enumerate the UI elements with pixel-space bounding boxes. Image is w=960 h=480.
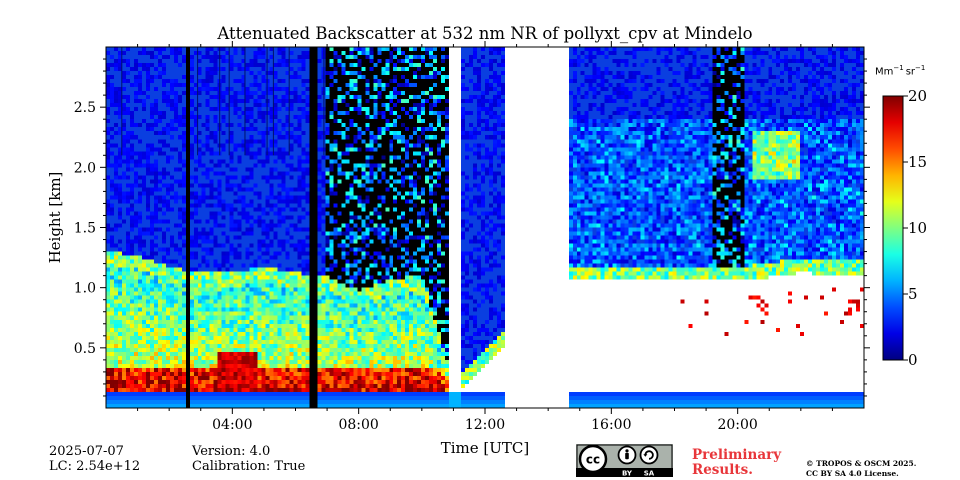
sa-icon xyxy=(639,445,659,465)
x-tick-label: 12:00 xyxy=(465,417,505,433)
colorbar-tick-label: 15 xyxy=(908,153,927,171)
footer-middle: Version: 4.0 Calibration: True xyxy=(192,444,305,474)
footer-date: 2025-07-07 xyxy=(49,444,124,459)
sa-label: SA xyxy=(644,470,655,478)
colorbar-tick-label: 0 xyxy=(908,351,918,369)
prelim-line-1: Preliminary xyxy=(692,447,782,463)
by-label: BY xyxy=(622,470,633,478)
footer-lc: LC: 2.54e+12 xyxy=(49,459,141,474)
y-tick-label: 1.5 xyxy=(74,221,96,237)
footer-version: Version: 4.0 xyxy=(192,444,271,459)
unit-base-2: sr xyxy=(905,66,916,78)
colorbar-unit: Mm−1 sr−1 xyxy=(875,64,925,77)
y-tick-label: 2.0 xyxy=(74,160,96,176)
unit-exp-1: −1 xyxy=(893,64,904,72)
cc-text: cc xyxy=(586,453,600,467)
footer-left: 2025-07-07 LC: 2.54e+12 xyxy=(49,444,140,474)
prelim-line-2: Results. xyxy=(692,462,753,478)
y-tick-label: 2.5 xyxy=(74,100,96,116)
cc-license-badge: cc BY SA xyxy=(576,444,673,477)
y-tick-label: 1.0 xyxy=(74,281,96,297)
x-tick-label: 16:00 xyxy=(591,417,631,433)
cc-icon xyxy=(578,444,608,474)
x-tick-label: 04:00 xyxy=(212,417,252,433)
copyright-note: © TROPOS & OSCM 2025. CC BY SA 4.0 Licen… xyxy=(806,459,916,479)
colorbar xyxy=(882,95,904,361)
preliminary-note: Preliminary Results. xyxy=(692,448,781,478)
unit-base-1: Mm xyxy=(875,66,894,78)
heatmap-canvas xyxy=(106,47,864,408)
chart-title: Attenuated Backscatter at 532 nm NR of p… xyxy=(217,24,753,43)
colorbar-tick-label: 20 xyxy=(908,87,927,105)
x-tick-label: 20:00 xyxy=(717,417,757,433)
unit-exp-2: −1 xyxy=(915,64,926,72)
heatmap-layer xyxy=(106,47,864,408)
colorbar-tick-label: 10 xyxy=(908,219,927,237)
copyright-line-1: © TROPOS & OSCM 2025. xyxy=(806,459,917,468)
x-axis-label: Time [UTC] xyxy=(441,439,530,457)
y-axis-label: Height [km] xyxy=(46,172,64,264)
y-tick-label: 0.5 xyxy=(74,341,96,357)
footer-calibration: Calibration: True xyxy=(192,459,306,474)
copyright-line-2: CC BY SA 4.0 License. xyxy=(806,469,899,478)
x-tick-label: 08:00 xyxy=(338,417,378,433)
colorbar-tick-label: 5 xyxy=(908,285,918,303)
